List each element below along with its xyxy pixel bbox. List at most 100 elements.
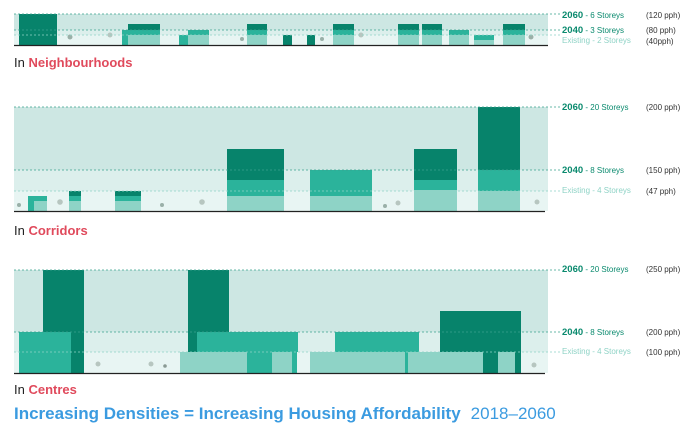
building-existing	[310, 196, 372, 211]
building-2040	[69, 196, 81, 201]
level-label-existing: Existing - 4 Storeys	[562, 186, 631, 195]
tree-icon	[534, 199, 540, 205]
building-2040	[414, 180, 457, 190]
building-2040	[179, 35, 188, 45]
building-2060	[515, 352, 521, 373]
building-2040	[503, 30, 525, 35]
density-2060: (200 pph)	[646, 103, 681, 112]
building-2040	[115, 196, 141, 201]
level-label-existing: Existing - 4 Storeys	[562, 347, 631, 356]
building-2040	[292, 352, 297, 373]
building-2040	[188, 30, 209, 35]
corridors-diagram	[14, 106, 560, 213]
tree-icon	[320, 37, 324, 41]
building-existing	[498, 352, 515, 373]
caption-neighbourhoods: In Neighbourhoods	[14, 55, 133, 70]
tree-icon	[531, 362, 537, 368]
building-2060	[414, 149, 457, 180]
building-2060	[307, 35, 315, 45]
building-existing	[69, 201, 81, 211]
level-label-2040: 2040 - 8 Storeys	[562, 327, 625, 338]
tree-icon	[163, 364, 167, 368]
panel-centres: 2060 - 20 Storeys 2040 - 8 Storeys Exist…	[0, 258, 688, 400]
density-2040: (200 pph)	[646, 328, 681, 337]
building-2060	[71, 332, 84, 373]
density-2040: (80 pph)	[646, 26, 676, 35]
building-2040	[247, 30, 267, 35]
caption-corridors: In Corridors	[14, 223, 88, 238]
building-2060	[43, 270, 84, 332]
building-2040	[128, 30, 160, 35]
tree-icon	[95, 361, 101, 367]
tree-icon	[199, 199, 205, 205]
density-existing: (100 pph)	[646, 348, 681, 357]
building-2060	[115, 191, 141, 196]
density-existing: (47 pph)	[646, 187, 676, 196]
density-2040: (150 pph)	[646, 166, 681, 175]
level-label-existing: Existing - 2 Storeys	[562, 36, 631, 45]
title-text: Increasing Densities = Increasing Housin…	[14, 404, 461, 423]
building-existing	[449, 35, 469, 45]
building-2060	[128, 24, 160, 30]
building-2060	[333, 24, 354, 30]
panel-neighbourhoods: 2060 - 6 Storeys 2040 - 3 Storeys Existi…	[0, 0, 688, 75]
tree-icon	[67, 34, 73, 40]
building-2060	[227, 149, 284, 180]
building-existing	[247, 35, 267, 45]
building-2040	[247, 352, 272, 373]
building-existing	[227, 196, 284, 211]
building-2060	[483, 352, 498, 373]
building-existing	[414, 190, 457, 211]
building-existing	[128, 35, 160, 45]
building-2040	[122, 30, 128, 45]
building-existing	[503, 35, 525, 45]
building-existing	[188, 35, 209, 45]
building-2060	[503, 24, 525, 30]
level-label-2060: 2060 - 20 Storeys	[562, 102, 629, 113]
tree-icon	[528, 34, 534, 40]
building-existing	[333, 35, 354, 45]
density-2060: (250 pph)	[646, 265, 681, 274]
building-existing	[180, 352, 247, 373]
tree-icon	[395, 200, 401, 206]
building-2040	[227, 180, 284, 196]
building-existing	[310, 352, 405, 373]
caption-centres: In Centres	[14, 382, 77, 397]
tree-icon	[160, 203, 164, 207]
density-2060: (120 pph)	[646, 11, 681, 20]
building-2040	[333, 30, 354, 35]
level-label-2060: 2060 - 6 Storeys	[562, 10, 625, 21]
building-existing	[422, 35, 442, 45]
building-2060	[69, 191, 81, 196]
tree-icon	[240, 37, 244, 41]
tree-icon	[148, 361, 154, 367]
building-existing	[398, 35, 419, 45]
zone-2040	[14, 30, 548, 35]
tree-icon	[358, 32, 364, 38]
building-2040	[197, 332, 298, 352]
building-2040	[449, 30, 469, 35]
year-range: 2018–2060	[470, 404, 556, 423]
zone-2060	[14, 14, 548, 30]
level-label-2040: 2040 - 3 Storeys	[562, 25, 625, 36]
building-2040	[474, 35, 494, 40]
zone-existing	[14, 35, 548, 45]
building-2060	[188, 332, 197, 352]
tree-icon	[383, 204, 387, 208]
building-2040	[19, 332, 71, 373]
building-2040	[398, 30, 419, 35]
building-2060	[19, 14, 57, 45]
tree-icon	[17, 203, 21, 207]
neighbourhoods-diagram	[14, 13, 560, 47]
building-existing	[34, 201, 47, 211]
building-existing	[272, 352, 292, 373]
building-2040	[478, 170, 520, 191]
building-2060	[422, 24, 442, 30]
building-2040	[310, 170, 372, 196]
density-existing: (40pph)	[646, 37, 674, 46]
building-existing	[408, 352, 483, 373]
building-2060	[247, 24, 267, 30]
level-label-2040: 2040 - 8 Storeys	[562, 165, 625, 176]
building-2060	[188, 270, 229, 332]
building-2060	[478, 107, 520, 170]
